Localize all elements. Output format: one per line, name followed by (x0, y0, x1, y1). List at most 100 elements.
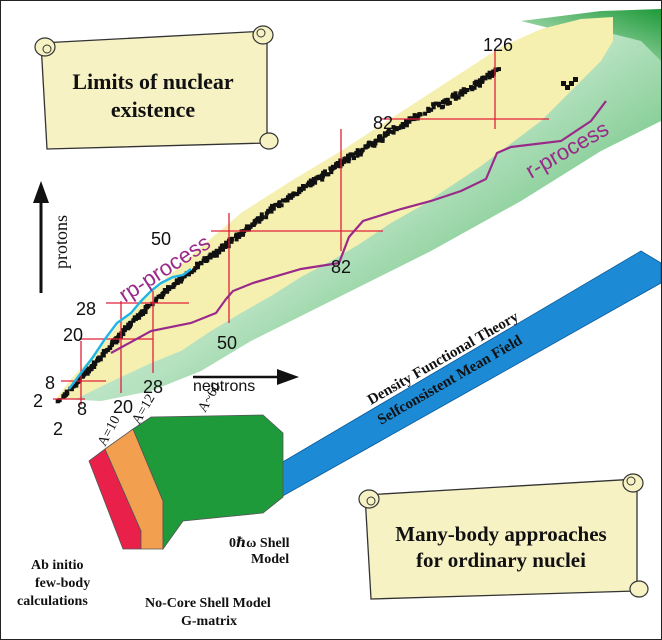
stable-nucleus (445, 97, 450, 102)
stable-nucleus (380, 136, 385, 141)
stable-nucleus (179, 279, 183, 284)
right-arrow-icon (277, 369, 299, 385)
stable-nucleus (441, 104, 445, 109)
stable-nucleus (320, 177, 325, 182)
stable-nucleus (561, 81, 566, 86)
stable-nucleus (477, 78, 482, 83)
many-body-banner: Many-body approaches for ordinary nuclei (358, 473, 649, 600)
stable-nucleus (346, 159, 351, 164)
stable-nucleus (478, 83, 482, 88)
stable-nucleus (346, 153, 350, 158)
stable-nucleus (161, 292, 166, 297)
magic-label-z2: 2 (33, 391, 43, 411)
stable-nucleus (494, 68, 499, 73)
stable-nucleus (109, 343, 114, 348)
magic-label-n2: 2 (53, 419, 63, 439)
stable-nucleus (426, 107, 431, 112)
stable-nucleus (329, 170, 334, 175)
stable-nucleus (199, 261, 204, 266)
stable-nucleus (273, 202, 278, 207)
stable-nucleus (352, 156, 356, 161)
protons-axis-label: protons (51, 215, 71, 269)
stable-nucleus (264, 211, 269, 216)
stable-nucleus (250, 222, 255, 227)
stable-nucleus (279, 203, 284, 208)
stable-nucleus (301, 184, 305, 188)
stable-nucleus (91, 360, 96, 365)
stable-nucleus (111, 338, 116, 343)
stable-nucleus (123, 325, 127, 330)
stable-nucleus (343, 156, 348, 161)
stable-nucleus (372, 143, 377, 148)
stable-nucleus (237, 234, 242, 239)
stable-nucleus (491, 72, 496, 77)
stable-nucleus (348, 152, 353, 157)
stable-nucleus (285, 198, 290, 203)
up-arrow-icon (33, 181, 49, 203)
stable-nucleus (313, 180, 318, 185)
stable-nucleus (221, 247, 225, 252)
ab-initio-label-line1: Ab initio (31, 558, 84, 573)
neutrons-axis-label: neutrons (193, 378, 255, 395)
stable-nucleus (171, 283, 176, 287)
stable-nucleus (264, 215, 269, 220)
stable-nucleus (459, 89, 464, 94)
shell-model-block (132, 414, 284, 551)
stable-nucleus (401, 125, 406, 129)
stable-nucleus (295, 192, 300, 196)
stable-nucleus (133, 317, 138, 321)
rp-process-path (68, 268, 192, 390)
stable-nucleus (224, 240, 229, 245)
stable-nucleus (214, 248, 219, 253)
stable-nucleus (338, 158, 343, 163)
stable-nucleus (146, 304, 151, 308)
magic-label-z28: 28 (76, 299, 96, 319)
stable-nucleus (308, 178, 313, 183)
stable-nucleus (358, 152, 363, 157)
stable-nucleus (391, 130, 396, 135)
magic-label-n8: 8 (77, 399, 87, 419)
limits-banner-line1: Limits of nuclear (72, 69, 234, 94)
stable-nucleus (89, 364, 94, 369)
stable-nucleus (404, 118, 408, 123)
r-process-path (110, 100, 607, 354)
stable-nucleus (317, 176, 322, 180)
stable-nucleus (404, 123, 409, 128)
stable-nucleus (115, 338, 120, 343)
stable-nucleus (400, 122, 405, 126)
stable-nucleus (389, 129, 394, 134)
ncsm-label-line2: G-matrix (181, 614, 237, 629)
drip-line-top (521, 9, 661, 61)
stable-nucleus (286, 195, 291, 200)
stable-nucleus (323, 169, 327, 174)
stable-nucleus (237, 232, 242, 237)
stable-nucleus (323, 172, 328, 177)
stable-nucleus (354, 150, 359, 155)
magic-label-n28: 28 (143, 377, 163, 397)
stable-nucleus (291, 192, 296, 197)
stable-nucleus (312, 178, 317, 183)
stable-nucleus (269, 209, 274, 214)
stable-nucleus (175, 281, 180, 285)
stable-nucleus (485, 72, 490, 77)
stable-nucleus (244, 224, 249, 229)
stable-nucleus (359, 149, 364, 154)
stable-nucleus (330, 166, 335, 171)
stable-nucleus (380, 138, 385, 143)
stable-nucleus (214, 253, 219, 258)
stable-nucleus (314, 176, 319, 181)
stable-nucleus (259, 212, 264, 217)
stable-nucleus (92, 365, 97, 369)
stable-nucleus (165, 289, 169, 294)
magic-label-z50: 50 (151, 229, 171, 249)
stable-nucleus (246, 227, 251, 232)
stable-nucleus (257, 219, 262, 224)
stable-nucleus (429, 107, 434, 112)
stable-nucleus (407, 119, 411, 124)
stable-nucleus (386, 128, 391, 133)
stable-nucleus (303, 184, 308, 189)
stable-nucleus (301, 186, 306, 191)
stable-nucleus (364, 144, 369, 149)
